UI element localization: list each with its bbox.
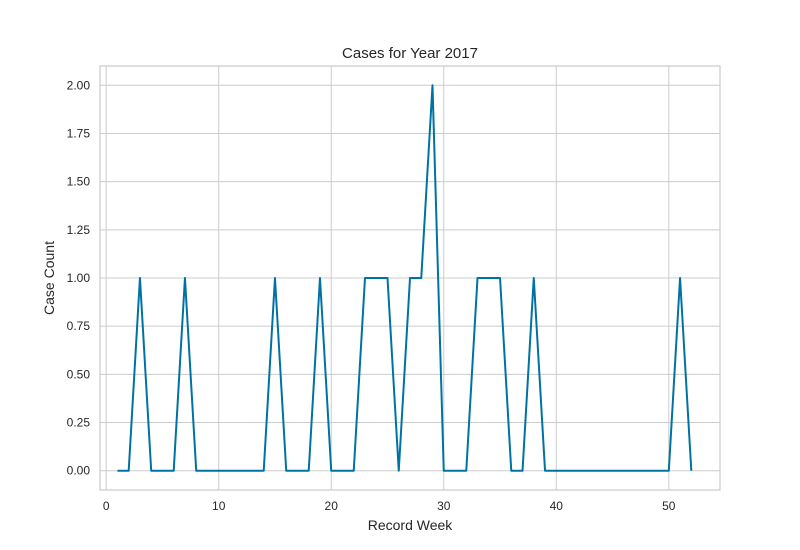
x-tick-label: 10 — [212, 499, 226, 513]
x-tick-label: 0 — [103, 499, 110, 513]
chart-title: Cases for Year 2017 — [342, 45, 478, 62]
x-tick-label: 30 — [437, 499, 451, 513]
y-tick-label: 2.00 — [67, 78, 91, 92]
series-layer — [117, 84, 693, 472]
y-tick-label: 1.75 — [67, 126, 91, 140]
series-line — [117, 84, 693, 472]
x-axis-ticks: 0 10 20 30 40 50 — [103, 499, 676, 513]
y-tick-label: 0.75 — [67, 319, 91, 333]
y-tick-label: 1.50 — [67, 175, 91, 189]
y-tick-label: 1.25 — [67, 223, 91, 237]
x-axis-label: Record Week — [368, 517, 454, 533]
x-tick-label: 20 — [325, 499, 339, 513]
x-tick-label: 40 — [550, 499, 564, 513]
plot-frame — [99, 65, 721, 491]
y-tick-label: 0.25 — [67, 416, 91, 430]
x-tick-label: 50 — [662, 499, 676, 513]
y-axis-label: Case Count — [41, 241, 57, 315]
y-tick-label: 1.00 — [67, 271, 91, 285]
y-axis-ticks: 0.00 0.25 0.50 0.75 1.00 1.25 1.50 1.75 2.00 — [67, 78, 91, 477]
y-tick-label: 0.00 — [67, 464, 91, 478]
y-tick-label: 0.50 — [67, 367, 91, 381]
